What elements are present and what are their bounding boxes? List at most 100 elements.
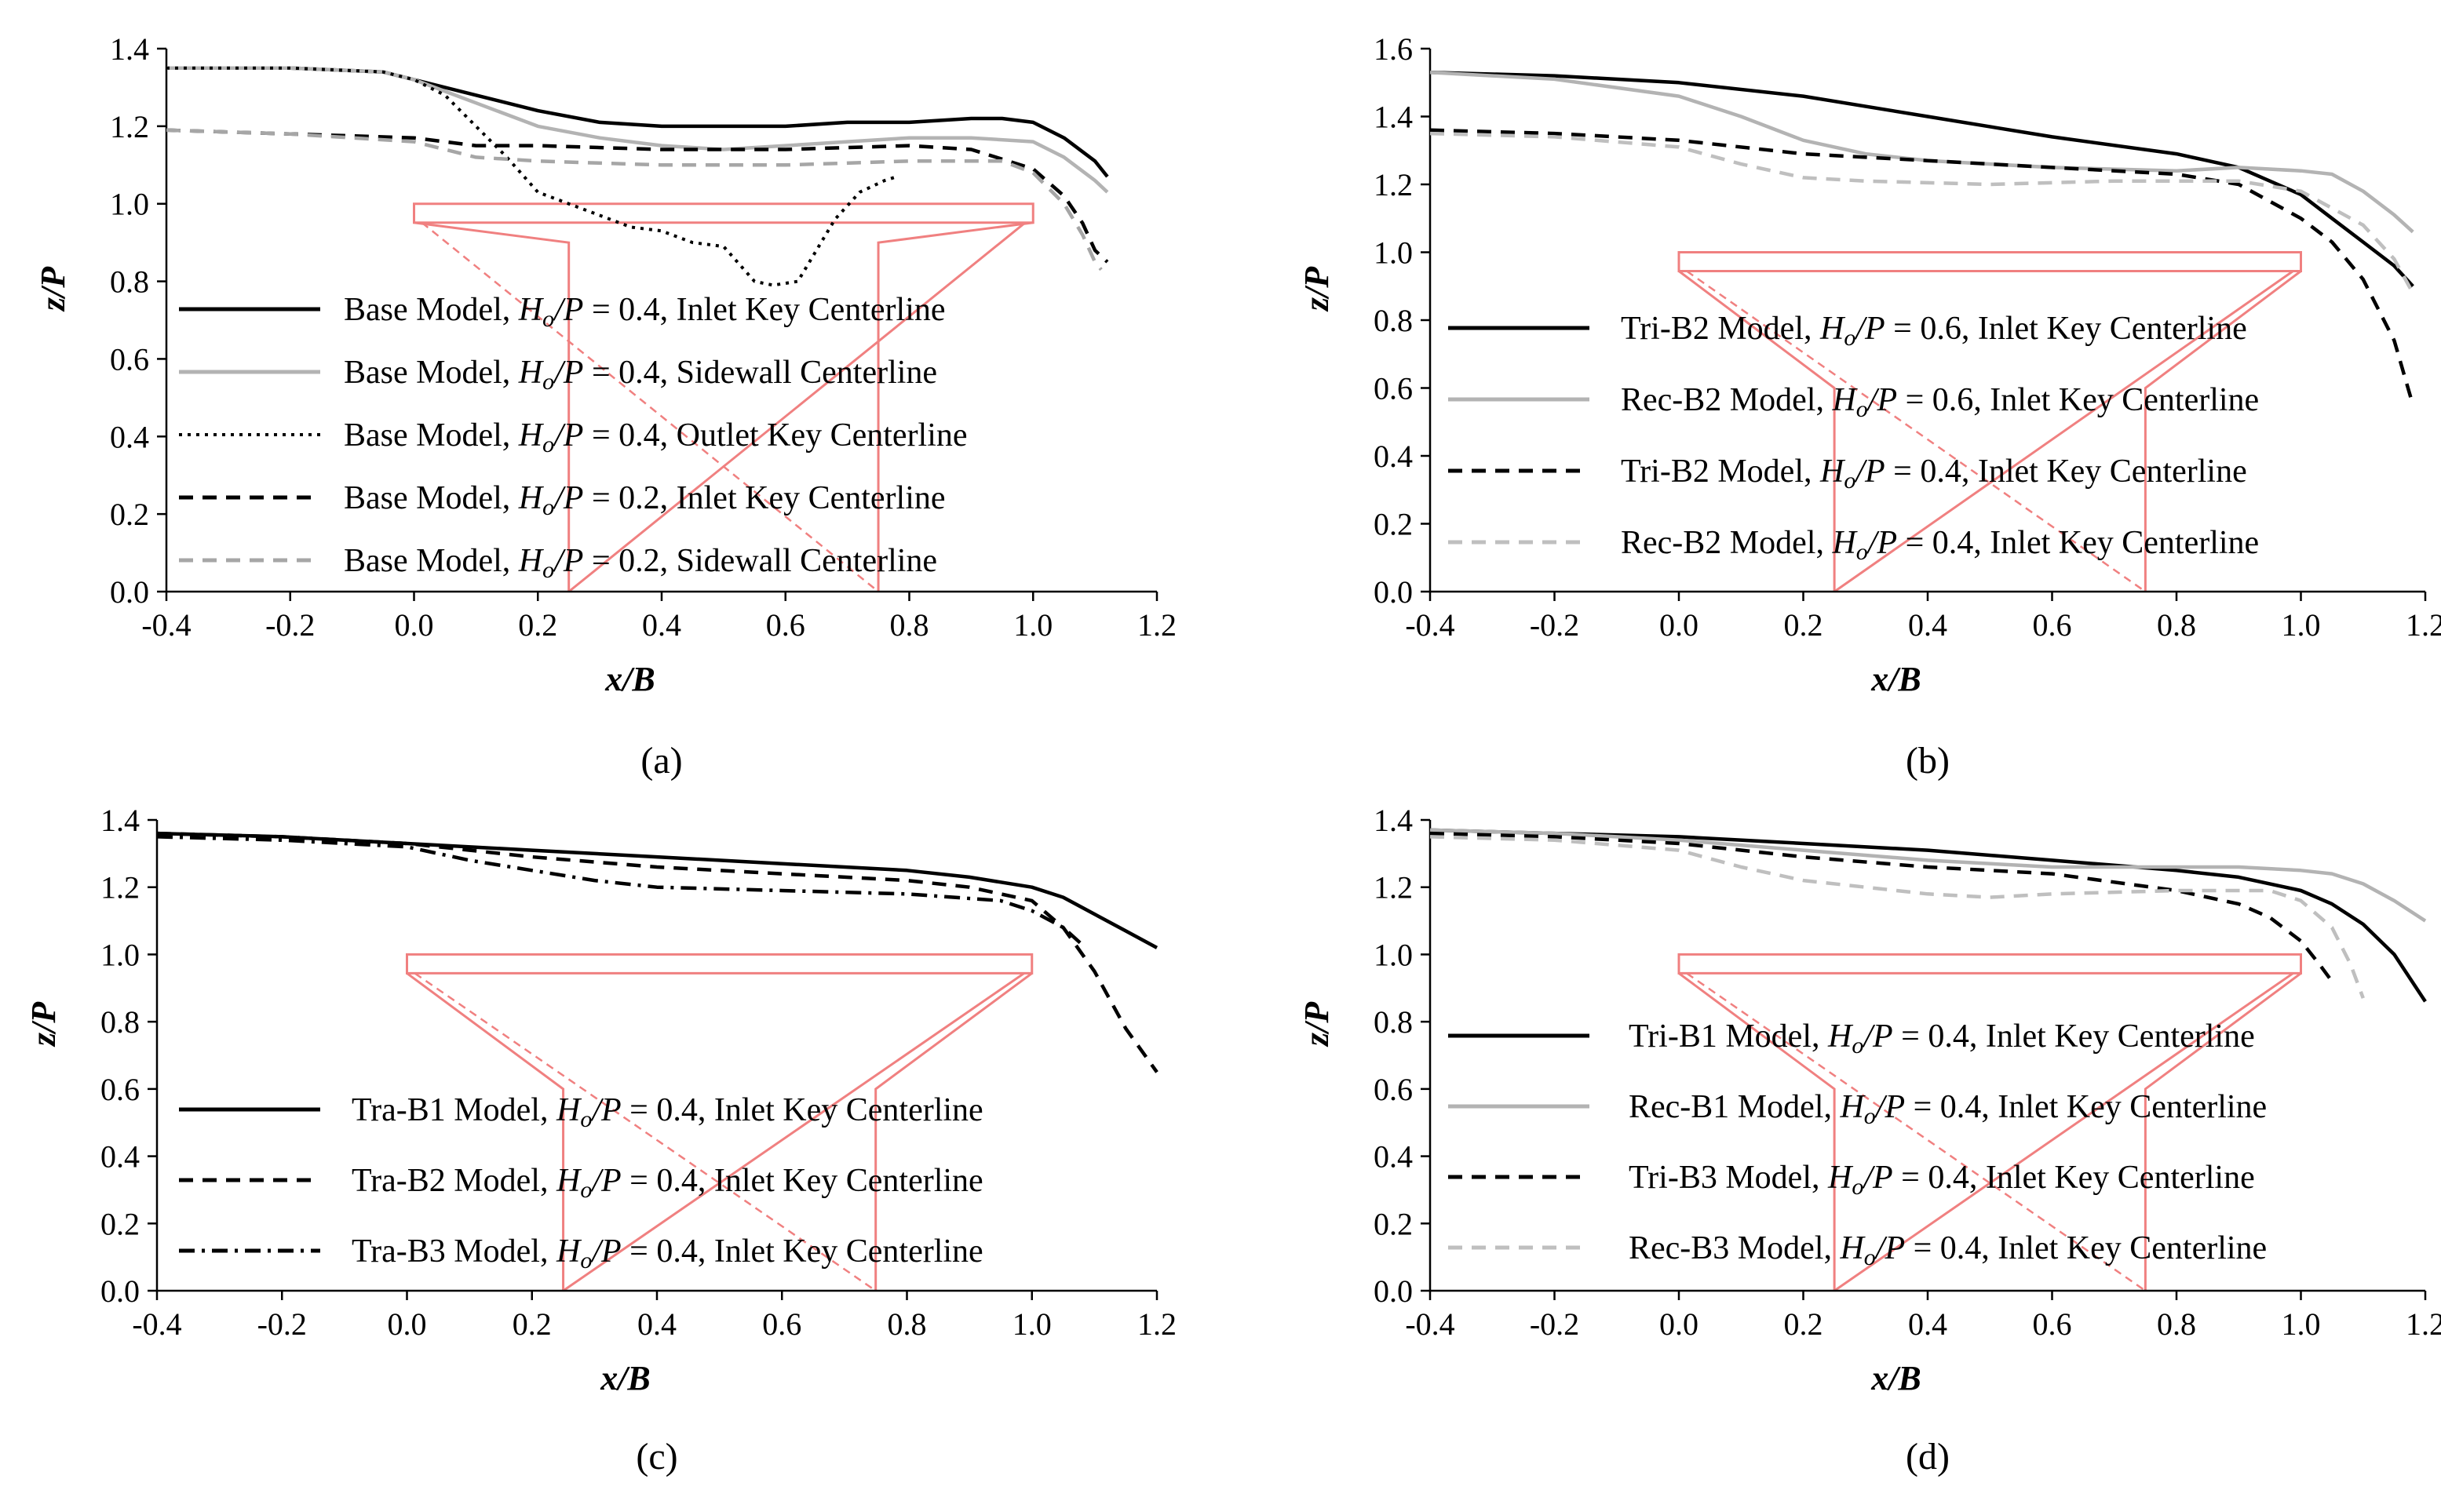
y-tick-label: 0.8	[100, 1004, 140, 1040]
x-tick-label: 1.0	[2282, 1306, 2321, 1342]
legend: Tri-B2 Model, Ho/P = 0.6, Inlet Key Cent…	[1448, 311, 2259, 565]
panel-caption: (c)	[636, 1436, 677, 1477]
weir-right-wall	[2144, 270, 2302, 592]
x-tick-label: -0.2	[1530, 1306, 1579, 1342]
series-line-3	[156, 835, 1083, 946]
weir-left-wall	[1678, 270, 1836, 592]
x-axis-label: x/B	[604, 660, 655, 698]
series-line-3	[1429, 128, 2415, 406]
chart-panel-1: -0.4 -0.2 0.0 0.2 0.4 0.6 0.8 1.0 1.2 0.0 0.2 0.4 0.…	[34, 31, 1177, 782]
x-axis-label: x/B	[600, 1359, 651, 1397]
y-tick-label: 0.4	[110, 419, 149, 454]
x-tick-label: 0.4	[637, 1306, 677, 1342]
legend-label-3: Tra-B3 Model, Ho/P = 0.4, Inlet Key Cent…	[352, 1233, 983, 1273]
series-line-4	[166, 128, 1109, 264]
x-tick-label: 0.6	[2033, 607, 2072, 643]
legend-label-5: Base Model, Ho/P = 0.2, Sidewall Centerl…	[344, 543, 937, 583]
series-line-2	[156, 831, 1158, 1073]
x-tick-label: 0.8	[888, 1306, 927, 1342]
x-tick-label: 0.2	[1784, 607, 1823, 643]
y-tick-label: 0.8	[110, 264, 149, 300]
legend-label-2: Rec-B1 Model, Ho/P = 0.4, Inlet Key Cent…	[1629, 1089, 2267, 1129]
x-tick-label: 1.2	[2406, 1306, 2441, 1342]
panel-caption: (a)	[640, 740, 682, 782]
y-tick-label: 1.0	[1374, 937, 1413, 972]
series-line-3	[166, 66, 898, 287]
legend: Tra-B1 Model, Ho/P = 0.4, Inlet Key Cent…	[179, 1092, 983, 1273]
x-tick-label: -0.4	[1405, 1306, 1454, 1342]
y-axis-label: z/P	[1297, 1001, 1336, 1047]
legend-label-4: Base Model, Ho/P = 0.2, Inlet Key Center…	[344, 480, 946, 520]
y-tick-label: 0.8	[1374, 303, 1413, 338]
x-tick-label: 1.0	[1013, 607, 1053, 643]
chart-panel-3: -0.4 -0.2 0.0 0.2 0.4 0.6 0.8 1.0 1.2 0.0 0.2 0.4 0.…	[24, 803, 1177, 1477]
series-line-2	[1429, 828, 2427, 923]
y-tick-label: 0.0	[100, 1273, 140, 1309]
legend-label-4: Rec-B2 Model, Ho/P = 0.4, Inlet Key Cent…	[1621, 525, 2259, 565]
x-tick-label: -0.2	[265, 607, 315, 643]
legend: Base Model, Ho/P = 0.4, Inlet Key Center…	[179, 292, 968, 583]
legend-label-2: Rec-B2 Model, Ho/P = 0.6, Inlet Key Cent…	[1621, 382, 2259, 422]
y-tick-label: 0.0	[110, 574, 149, 610]
weir-left-wall	[406, 972, 565, 1291]
y-tick-label: 1.0	[110, 187, 149, 222]
x-tick-label: 0.2	[1784, 1306, 1823, 1342]
weir-right-wall	[877, 221, 1034, 592]
weir-right-wall	[2144, 972, 2302, 1291]
legend-label-3: Tri-B2 Model, Ho/P = 0.4, Inlet Key Cent…	[1621, 454, 2247, 494]
weir-hidden-edge	[421, 221, 879, 592]
y-tick-label: 1.4	[1374, 803, 1413, 838]
y-tick-label: 0.2	[110, 497, 149, 532]
y-tick-label: 1.0	[100, 937, 140, 972]
x-tick-label: 0.4	[1908, 607, 1947, 643]
legend-label-1: Base Model, Ho/P = 0.4, Inlet Key Center…	[344, 292, 946, 332]
y-tick-label: 1.4	[110, 31, 149, 67]
y-tick-label: 1.2	[100, 870, 140, 905]
weir-diagonal	[1833, 270, 2294, 593]
y-tick-label: 0.0	[1374, 574, 1413, 610]
x-tick-label: 0.6	[2033, 1306, 2072, 1342]
y-tick-label: 0.6	[1374, 1072, 1413, 1107]
weir-plan-inset	[406, 953, 1034, 1292]
series-line-3	[1429, 831, 2333, 983]
y-tick-label: 1.6	[1374, 31, 1413, 67]
weir-crest	[1677, 953, 2302, 975]
weir-diagonal	[1833, 972, 2294, 1292]
y-tick-label: 1.0	[1374, 235, 1413, 271]
y-tick-label: 0.4	[1374, 1139, 1413, 1175]
x-tick-label: 1.2	[1137, 607, 1177, 643]
y-tick-label: 0.6	[110, 341, 149, 377]
panel-caption: (d)	[1906, 1436, 1950, 1477]
weir-plan-inset	[1677, 953, 2302, 1292]
x-tick-label: 0.4	[1908, 1306, 1947, 1342]
x-tick-label: 0.0	[395, 607, 434, 643]
series-line-2	[1429, 71, 2414, 234]
x-tick-label: 0.0	[388, 1306, 427, 1342]
x-axis-label: x/B	[1870, 1359, 1921, 1397]
x-tick-label: -0.2	[1530, 607, 1579, 643]
x-tick-label: 0.8	[2157, 607, 2196, 643]
x-tick-label: 0.8	[890, 607, 929, 643]
x-tick-label: 0.6	[762, 1306, 801, 1342]
legend-label-3: Base Model, Ho/P = 0.4, Outlet Key Cente…	[344, 417, 968, 457]
weir-diagonal	[562, 972, 1025, 1292]
series-line-1	[1429, 828, 2427, 1003]
x-tick-label: 0.0	[1659, 1306, 1698, 1342]
legend-label-1: Tri-B1 Model, Ho/P = 0.4, Inlet Key Cent…	[1629, 1018, 2255, 1058]
legend-label-3: Tri-B3 Model, Ho/P = 0.4, Inlet Key Cent…	[1629, 1160, 2255, 1200]
legend-label-1: Tri-B2 Model, Ho/P = 0.6, Inlet Key Cent…	[1621, 311, 2247, 351]
x-tick-label: 1.0	[2282, 607, 2321, 643]
series-line-5	[166, 128, 1103, 271]
x-tick-label: 1.2	[1137, 1306, 1177, 1342]
x-axis-label: x/B	[1870, 660, 1921, 698]
x-tick-label: -0.4	[141, 607, 191, 643]
legend-label-1: Tra-B1 Model, Ho/P = 0.4, Inlet Key Cent…	[352, 1092, 983, 1132]
legend-label-4: Rec-B3 Model, Ho/P = 0.4, Inlet Key Cent…	[1629, 1230, 2267, 1270]
y-tick-label: 1.2	[1374, 870, 1413, 905]
series-line-4	[1429, 131, 2415, 294]
y-tick-label: 0.2	[100, 1206, 140, 1241]
weir-left-wall	[1678, 972, 1836, 1291]
chart-panel-2: -0.4 -0.2 0.0 0.2 0.4 0.6 0.8 1.0 1.2 0.0 0.2 0.4 0.…	[1297, 31, 2441, 782]
x-tick-label: 0.4	[642, 607, 681, 643]
